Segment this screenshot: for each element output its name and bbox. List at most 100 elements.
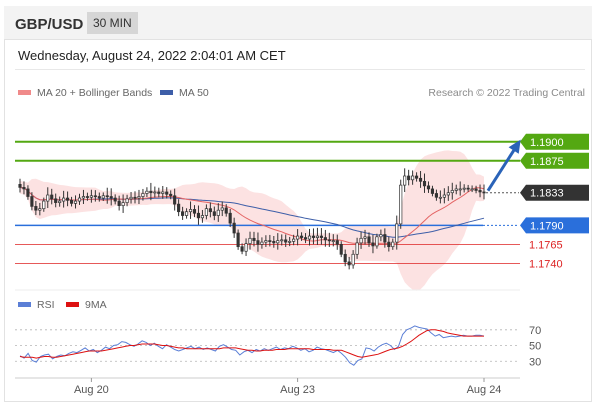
- candle: [411, 170, 415, 185]
- candle: [133, 191, 137, 204]
- candle-body: [300, 235, 304, 238]
- candle-body: [335, 240, 339, 245]
- candle-body: [331, 240, 335, 242]
- candle: [387, 236, 391, 252]
- candle-body: [34, 206, 38, 211]
- candle-body: [375, 236, 379, 247]
- candle: [244, 238, 248, 256]
- candle: [319, 228, 323, 245]
- candle-body: [129, 196, 133, 200]
- candle-body: [192, 209, 197, 214]
- candle-body: [109, 196, 113, 199]
- candle: [478, 184, 482, 198]
- candle-body: [458, 188, 462, 191]
- candle: [121, 194, 125, 213]
- legend-label-9ma: 9MA: [85, 299, 107, 311]
- candle: [204, 204, 208, 220]
- candle-body: [323, 237, 327, 241]
- candle: [260, 237, 264, 249]
- candle-body: [307, 235, 312, 240]
- candle-body: [434, 193, 438, 198]
- candle: [442, 188, 446, 204]
- candle-body: [224, 207, 228, 214]
- candle: [395, 215, 399, 250]
- candle: [268, 234, 272, 247]
- candle: [315, 227, 320, 245]
- candle: [153, 186, 157, 198]
- candle: [145, 187, 149, 198]
- candle-body: [58, 200, 62, 203]
- projection-arrow: [486, 142, 520, 192]
- candle-body: [327, 239, 331, 242]
- ma50-swatch: [160, 89, 173, 95]
- candle: [62, 190, 66, 208]
- candle-body: [284, 239, 288, 243]
- candle-body: [272, 241, 276, 244]
- candle: [327, 232, 331, 247]
- candle-body: [426, 185, 431, 190]
- candle: [292, 234, 296, 246]
- candle: [200, 209, 204, 223]
- candle-body: [244, 243, 248, 252]
- timeframe-button[interactable]: 30 MIN: [87, 12, 138, 34]
- candle: [169, 190, 173, 200]
- candle-body: [173, 195, 177, 205]
- candle: [434, 189, 438, 201]
- candle: [331, 234, 335, 247]
- candle: [276, 233, 280, 250]
- candle: [458, 181, 462, 196]
- candle: [240, 243, 244, 255]
- candle-body: [478, 190, 482, 193]
- candle: [363, 229, 367, 245]
- candle: [216, 203, 220, 222]
- candle-body: [137, 196, 141, 199]
- candle: [58, 196, 62, 207]
- research-credit: Research © 2022 Trading Central: [428, 87, 585, 99]
- candle-body: [69, 199, 74, 204]
- candle-body: [399, 184, 403, 225]
- candle-body: [264, 240, 268, 243]
- candle: [355, 237, 359, 259]
- candle-body: [117, 200, 121, 206]
- candle-body: [232, 222, 236, 234]
- candle: [438, 190, 442, 204]
- x-tick-label: Aug 24: [467, 384, 502, 396]
- candle-body: [157, 191, 161, 194]
- candle-body: [363, 236, 367, 239]
- candle-body: [220, 207, 224, 211]
- price-tag-text-1.1875: 1.1875: [530, 156, 564, 168]
- candle-body: [66, 197, 70, 201]
- candle-body: [470, 188, 474, 191]
- candle: [117, 195, 121, 211]
- candle-body: [391, 241, 395, 248]
- candle-body: [200, 215, 204, 219]
- candle-body: [73, 200, 78, 204]
- candle: [264, 235, 268, 247]
- candle: [54, 193, 58, 208]
- legend-label-ma50: MA 50: [179, 87, 209, 99]
- candle-body: [296, 235, 300, 240]
- rsi-9ma-line: [19, 329, 484, 359]
- candle: [42, 197, 46, 212]
- candle: [446, 186, 450, 201]
- candle-body: [85, 196, 89, 198]
- price-label-1.1740: 1.1740: [529, 258, 563, 270]
- candle-body: [403, 175, 407, 186]
- candle: [85, 192, 89, 201]
- candle: [129, 192, 133, 204]
- candle: [228, 209, 232, 227]
- candle: [383, 228, 387, 248]
- candle: [335, 234, 339, 250]
- candle-body: [50, 194, 54, 200]
- candle-body: [149, 190, 153, 194]
- candle: [22, 181, 26, 195]
- ma20-swatch: [18, 89, 31, 95]
- candle: [454, 184, 458, 195]
- timestamp: Wednesday, August 24, 2022 2:04:01 AM CE…: [18, 48, 286, 63]
- price-tag-text-1.1833: 1.1833: [530, 188, 564, 200]
- candle: [46, 187, 50, 209]
- candle: [462, 184, 466, 193]
- candle-body: [121, 202, 125, 206]
- candle: [50, 188, 54, 205]
- candle-body: [113, 197, 117, 202]
